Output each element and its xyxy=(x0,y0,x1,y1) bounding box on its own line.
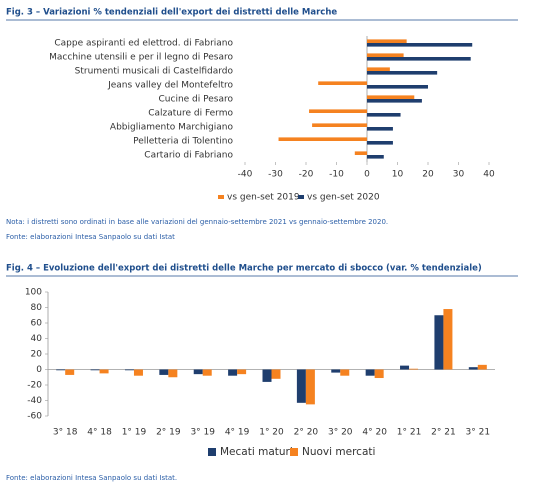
category-label: Calzature di Fermo xyxy=(148,109,233,119)
bar xyxy=(99,369,109,374)
bar xyxy=(278,137,367,141)
fig3-source: Fonte: elaborazioni Intesa Sanpaolo su d… xyxy=(6,233,175,241)
bar xyxy=(367,67,390,71)
bar xyxy=(367,95,415,99)
bar xyxy=(400,365,410,370)
x-tick-label: 30 xyxy=(453,170,465,180)
bar xyxy=(367,113,401,117)
category-label: Cucine di Pesaro xyxy=(159,95,234,105)
x-tick-label: -30 xyxy=(268,170,283,180)
bar xyxy=(318,81,367,85)
bar xyxy=(228,369,238,376)
bar xyxy=(374,369,384,379)
bar xyxy=(305,369,315,405)
x-tick-label: 4° 18 xyxy=(87,428,112,438)
bar xyxy=(367,53,404,57)
bar xyxy=(365,369,375,376)
bar xyxy=(477,364,487,370)
legend-swatch xyxy=(298,195,304,199)
bar xyxy=(367,43,473,47)
bar xyxy=(367,57,471,61)
x-tick-label: 3° 19 xyxy=(190,428,215,438)
bar xyxy=(90,369,100,371)
category-label: Cappe aspiranti ed elettrod. di Fabriano xyxy=(54,39,233,49)
bar xyxy=(193,369,203,375)
bar xyxy=(237,369,247,375)
legend-swatch xyxy=(208,448,216,456)
bar xyxy=(159,369,169,375)
bar xyxy=(367,39,407,43)
category-label: Jeans valley del Montefeltro xyxy=(107,81,233,91)
legend-label: vs gen-set 2019 xyxy=(227,193,300,203)
bar xyxy=(56,369,66,371)
x-tick-label: -20 xyxy=(299,170,314,180)
bar xyxy=(367,141,393,145)
y-tick-label: 80 xyxy=(31,303,43,313)
x-tick-label: 2° 21 xyxy=(431,428,456,438)
y-tick-label: -20 xyxy=(27,381,42,391)
x-tick-label: -10 xyxy=(329,170,344,180)
legend-swatch xyxy=(218,195,224,199)
bar xyxy=(312,123,367,127)
x-tick-label: 4° 19 xyxy=(225,428,250,438)
x-tick-label: 1° 21 xyxy=(397,428,422,438)
y-tick-label: 60 xyxy=(31,319,43,329)
category-label: Strumenti musicali di Castelfidardo xyxy=(75,67,234,77)
x-tick-label: 1° 20 xyxy=(259,428,284,438)
bar xyxy=(271,369,281,379)
x-tick-label: 2° 19 xyxy=(156,428,181,438)
legend-label: vs gen-set 2020 xyxy=(307,193,380,203)
bar xyxy=(133,369,143,376)
bar xyxy=(168,369,178,378)
fig4-source: Fonte: elaborazioni Intesa Sanpaolo su d… xyxy=(6,474,177,482)
x-tick-label: 2° 20 xyxy=(294,428,319,438)
x-tick-label: -40 xyxy=(238,170,253,180)
category-label: Cartario di Fabriano xyxy=(144,151,233,161)
bar xyxy=(354,151,367,155)
bar xyxy=(409,368,419,370)
bar xyxy=(443,309,453,370)
x-tick-label: 0 xyxy=(364,170,370,180)
y-tick-label: -60 xyxy=(27,412,42,422)
bar xyxy=(434,315,444,370)
bar xyxy=(367,71,438,75)
bar xyxy=(367,99,422,103)
legend-label: Mecati maturi xyxy=(220,446,293,458)
legend-label: Nuovi mercati xyxy=(302,446,375,458)
y-tick-label: 0 xyxy=(36,365,42,375)
fig3-title: Fig. 3 – Variazioni % tendenziali dell'e… xyxy=(6,8,337,18)
bar xyxy=(468,367,478,370)
x-tick-label: 20 xyxy=(422,170,434,180)
x-tick-label: 1° 19 xyxy=(122,428,147,438)
y-tick-label: 100 xyxy=(25,288,42,298)
bar xyxy=(367,85,428,89)
bar xyxy=(367,155,384,159)
x-tick-label: 10 xyxy=(392,170,404,180)
x-tick-label: 4° 20 xyxy=(362,428,387,438)
y-tick-label: -40 xyxy=(27,396,42,406)
bar xyxy=(262,369,272,382)
fig4-title: Fig. 4 – Evoluzione dell'export dei dist… xyxy=(6,264,482,274)
bar xyxy=(202,369,212,376)
category-label: Abbigliamento Marchigiano xyxy=(110,123,234,133)
x-tick-label: 40 xyxy=(483,170,495,180)
bar xyxy=(367,127,393,131)
x-tick-label: 3° 18 xyxy=(53,428,78,438)
category-label: Macchine utensili e per il legno di Pesa… xyxy=(49,53,233,63)
bar xyxy=(65,369,75,375)
category-label: Pelletteria di Tolentino xyxy=(133,137,233,147)
x-tick-label: 3° 20 xyxy=(328,428,353,438)
y-tick-label: 20 xyxy=(31,350,43,360)
bar xyxy=(331,369,341,373)
bar xyxy=(296,369,306,403)
bar xyxy=(124,369,134,371)
y-tick-label: 40 xyxy=(31,334,43,344)
bar xyxy=(309,109,367,113)
legend-swatch xyxy=(290,448,298,456)
x-tick-label: 3° 21 xyxy=(466,428,491,438)
fig3-note: Nota: i distretti sono ordinati in base … xyxy=(6,218,388,226)
bar xyxy=(340,369,350,376)
